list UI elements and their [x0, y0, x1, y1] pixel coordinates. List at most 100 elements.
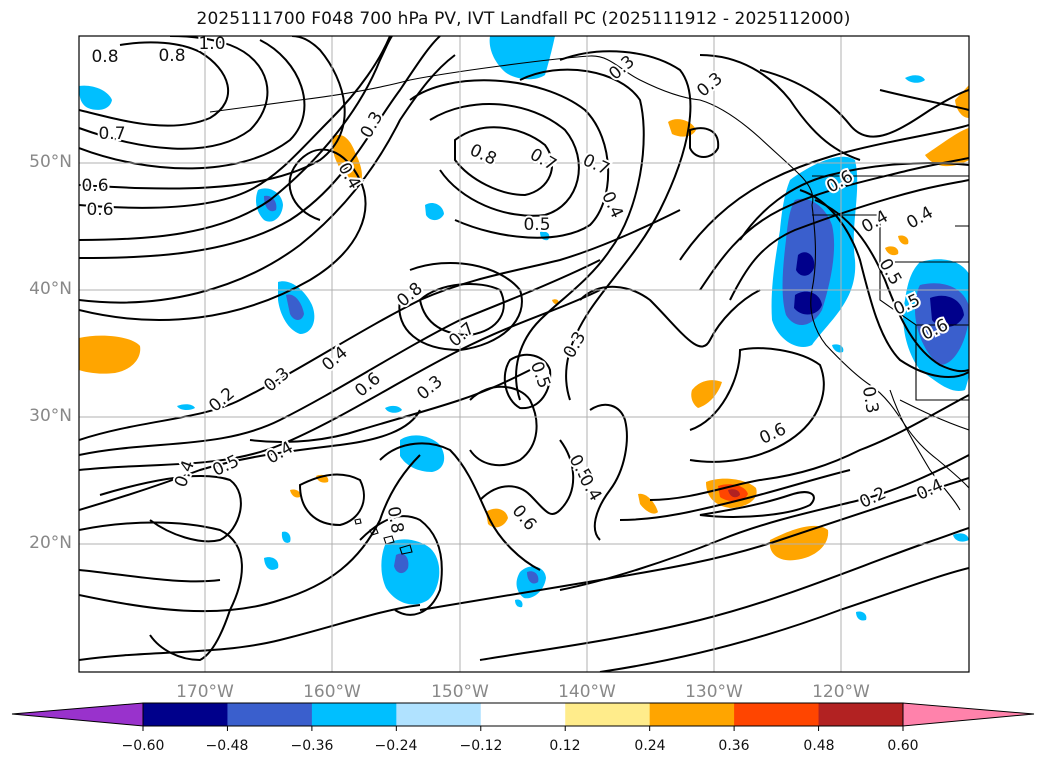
shade-pos-13: [885, 246, 899, 256]
colorbar-tick-label: 0.12: [549, 738, 581, 754]
border-state-3: [955, 225, 969, 262]
contour-line: [79, 569, 221, 583]
shade-neg-10: [385, 405, 402, 413]
coast-hawaii-4: [354, 518, 362, 525]
shade-pos-1: [79, 335, 141, 374]
shade-neg-6b: [527, 571, 539, 584]
contour-line: [79, 521, 243, 662]
colorbar-bin: [565, 703, 651, 726]
contour-line: [814, 199, 969, 373]
shade-neg-inland-dark: [930, 295, 964, 327]
contour-label: 0.8: [158, 46, 185, 66]
lon-label-120w: 120°W: [812, 682, 870, 702]
shade-neg-westcoast-dark2: [794, 291, 822, 315]
colorbar-tick-label: −0.48: [205, 738, 249, 754]
contour-line: [79, 148, 367, 321]
shade-neg-8: [264, 557, 279, 570]
contour-line: [79, 36, 393, 241]
shade-neg-11: [177, 404, 195, 411]
contour-line: [379, 442, 541, 571]
contour-line: [699, 491, 815, 518]
contour-line: [79, 409, 421, 511]
contour-line: [479, 527, 969, 661]
contour-line: [79, 39, 306, 170]
colorbar-extend-high: [902, 702, 1035, 727]
contour-line: [79, 36, 391, 209]
contour-line: [799, 189, 969, 378]
lon-label-130w: 130°W: [685, 682, 743, 702]
contour-line: [79, 54, 456, 304]
colorbar-tick-label: −0.12: [459, 738, 503, 754]
contour-line: [429, 103, 580, 217]
coast-hawaii-3: [369, 527, 379, 536]
contour-line: [689, 127, 720, 158]
lat-label-30: 30°N: [29, 406, 72, 426]
colorbar-tick-label: 0.48: [803, 738, 835, 754]
colorbar-tick-label: −0.60: [121, 738, 165, 754]
contour-label: 0.5: [523, 215, 550, 235]
contour-line: [398, 261, 523, 352]
contour-line: [759, 69, 969, 138]
shade-pos-14: [898, 235, 909, 245]
colorbar-tick-label: 0.36: [718, 738, 750, 754]
coast-baja: [889, 389, 961, 511]
colorbar-extend-low: [11, 702, 144, 727]
coastline-westcoast: [810, 204, 969, 489]
coast-hawaii-2: [383, 535, 395, 545]
contour-line: [359, 515, 443, 616]
contour-line: [79, 36, 346, 190]
colorbar-tick-label: −0.24: [374, 738, 418, 754]
contour-line: [79, 36, 441, 259]
contour-label: 0.3: [858, 385, 882, 415]
shade-neg-3b: [264, 195, 277, 212]
lat-label-20: 20°N: [29, 533, 72, 553]
contour-line: [79, 41, 229, 127]
contour-line: [589, 403, 628, 541]
coast-hawaii-1: [399, 544, 413, 555]
contour-line: [689, 347, 825, 463]
colorbar-tick-label: 0.60: [887, 738, 919, 754]
contour-line: [99, 475, 242, 543]
contour-line: [79, 454, 421, 613]
shade-neg-13: [953, 533, 969, 542]
border-state-4: [915, 325, 969, 401]
colorbar-bin: [480, 703, 566, 726]
contour-label: 0.7: [98, 124, 125, 144]
shade-neg-2b: [286, 294, 304, 320]
shade-neg-17: [515, 599, 523, 608]
shade-neg-9: [281, 531, 291, 543]
shade-pos-4: [925, 128, 969, 167]
contour-label: 0.6: [86, 200, 113, 220]
contour-line: [479, 439, 575, 515]
contour-line: [79, 604, 421, 661]
contour-line: [559, 454, 969, 591]
contour-line: [599, 567, 969, 672]
colorbar: [11, 702, 1035, 731]
contour-line: [879, 89, 969, 111]
contour-line: [79, 259, 601, 456]
shade-neg-westcoast-dark1: [796, 252, 815, 276]
map-frame: [78, 35, 970, 673]
lat-label-50: 50°N: [29, 152, 72, 172]
contour-line: [79, 289, 601, 471]
contour-line: [79, 209, 681, 441]
border-mexico: [899, 399, 969, 431]
contour-label: 0.8: [383, 505, 407, 535]
colorbar-bin: [734, 703, 820, 726]
shade-neg-hawaii-mid: [394, 553, 409, 574]
colorbar-bin: [227, 703, 313, 726]
shade-pos-11: [290, 489, 301, 498]
colorbar-bin: [143, 703, 228, 726]
shade-neg-12: [905, 75, 925, 83]
contour-line: [579, 285, 761, 348]
colorbar-bin: [818, 703, 904, 726]
coastline-alaska: [209, 55, 814, 206]
contour-line: [79, 36, 269, 150]
lon-label-140w: 140°W: [558, 682, 616, 702]
figure-title: 2025111700 F048 700 hPa PV, IVT Landfall…: [196, 9, 851, 29]
shade-neg-hawaii-light: [381, 539, 440, 605]
lat-label-40: 40°N: [29, 279, 72, 299]
contour-line: [649, 394, 969, 501]
